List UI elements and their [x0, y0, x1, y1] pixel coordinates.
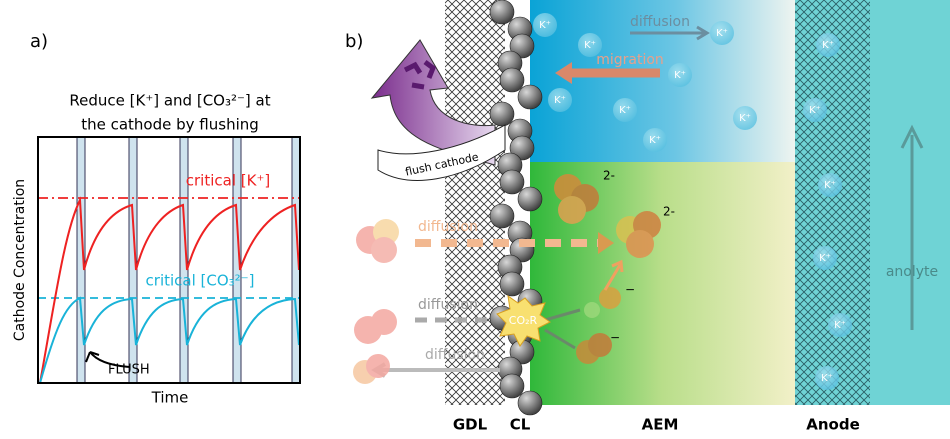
critical-k-label: critical [K⁺]: [186, 172, 270, 190]
diffusion-label: diffusion: [418, 297, 478, 313]
y-axis-label: Cathode Concentration: [12, 179, 28, 341]
charge-label: 2-: [663, 205, 675, 219]
flush-label: FLUSH: [108, 363, 150, 378]
k-ion-label: K⁺: [649, 135, 661, 146]
catalyst-particle: [500, 170, 524, 194]
catalyst-particle: [500, 68, 524, 92]
layer-label: GDL: [453, 416, 488, 434]
charge-label: −: [625, 283, 635, 297]
title-line: Reduce [K⁺] and [CO₃²⁻] at: [69, 92, 270, 110]
k-ion-label: K⁺: [584, 40, 596, 51]
layer-label: AEM: [642, 416, 679, 434]
k-ion-label: K⁺: [739, 113, 751, 124]
gdl-layer: [445, 0, 505, 405]
k-ion-label: K⁺: [539, 20, 551, 31]
panel-label: b): [345, 31, 363, 52]
charge-label: −: [610, 331, 620, 345]
catalyst-particle: [490, 0, 514, 24]
layer-label: CL: [510, 416, 531, 434]
diffusion-label: diffusion: [630, 14, 690, 30]
k-ion-label: K⁺: [674, 70, 686, 81]
k-ion-label: K⁺: [819, 253, 831, 264]
catalyst-particle: [490, 204, 514, 228]
diffusion-label: diffusion: [425, 347, 485, 363]
migration-label: migration: [596, 52, 664, 68]
panel-label: a): [30, 31, 48, 52]
k-ion-label: K⁺: [554, 95, 566, 106]
catalyst-particle: [518, 85, 542, 109]
k-ion-label: K⁺: [619, 105, 631, 116]
anolyte-region: [870, 0, 950, 405]
charge-label: 2-: [603, 169, 615, 183]
k-ion-label: K⁺: [822, 40, 834, 51]
catalyst-particle: [490, 102, 514, 126]
figure: a) Reduce [K⁺] and [CO₃²⁻] at the cathod…: [0, 0, 950, 439]
catalyst-particle: [500, 374, 524, 398]
critical-co3-label: critical [CO₃²⁻]: [146, 272, 255, 290]
title-line: the cathode by flushing: [81, 116, 259, 134]
k-ion-label: K⁺: [716, 28, 728, 39]
k-ion-label: K⁺: [821, 373, 833, 384]
catalyst-particle: [518, 391, 542, 415]
anode-layer: [795, 0, 870, 405]
k-ion-label: K⁺: [834, 320, 846, 331]
k-ion-label: K⁺: [809, 105, 821, 116]
x-axis-label: Time: [151, 389, 189, 407]
diffusion-label: diffusion: [418, 219, 478, 235]
layer-label: Anode: [806, 416, 860, 434]
k-ion-label: K⁺: [824, 180, 836, 191]
catalyst-particle: [518, 187, 542, 211]
co2r-label: CO₂R: [509, 314, 538, 327]
anolyte-label: anolyte: [886, 264, 938, 280]
catalyst-particle: [500, 272, 524, 296]
